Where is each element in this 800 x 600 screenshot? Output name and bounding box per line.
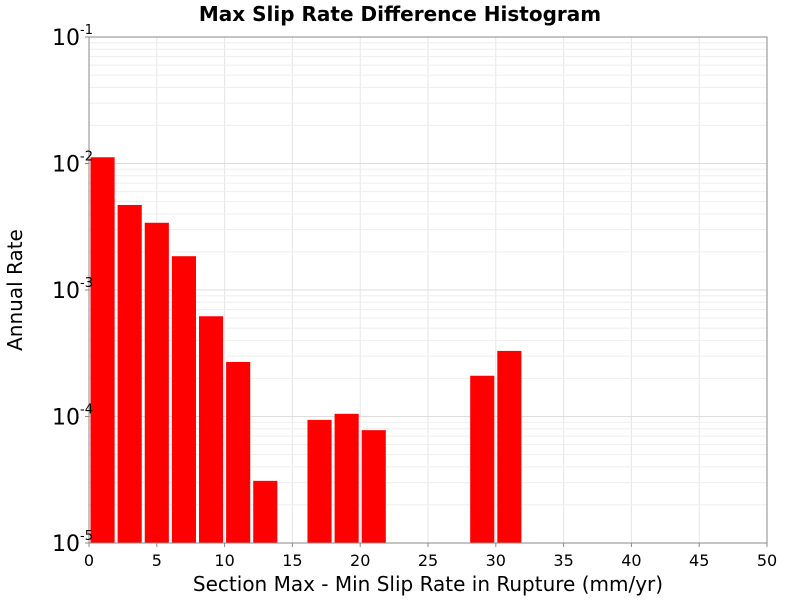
x-tick-label: 40 (621, 551, 641, 570)
bar-bin-21 (361, 430, 386, 543)
bar-bin-19 (334, 413, 359, 543)
x-tick-label: 5 (152, 551, 162, 570)
y-tick-label: 10-4 (52, 403, 93, 431)
bar-bin-11 (226, 361, 251, 543)
bar-bin-17 (307, 419, 332, 543)
bar-bin-31 (497, 350, 522, 543)
bar-bin-5 (144, 222, 169, 543)
bar-bin-9 (198, 316, 224, 543)
y-axis-label: Annual Rate (3, 229, 27, 351)
x-tick-label: 20 (350, 551, 370, 570)
chart-title: Max Slip Rate Difference Histogram (199, 2, 601, 26)
x-axis-ticks: 0 5 10 15 20 25 30 35 40 45 50 (84, 543, 777, 570)
x-axis-label: Section Max - Min Slip Rate in Rupture (… (193, 572, 663, 596)
bar-bin-7 (171, 256, 196, 543)
y-tick-label: 10-5 (52, 529, 93, 557)
y-tick-label: 10-2 (52, 150, 93, 178)
bar-bin-1 (90, 157, 115, 543)
x-tick-label: 0 (84, 551, 94, 570)
x-tick-label: 15 (282, 551, 302, 570)
y-axis-ticks: 10-5 10-4 10-3 10-2 10-1 (52, 23, 93, 557)
y-tick-label: 10-1 (52, 23, 93, 51)
bars (90, 157, 522, 543)
bar-bin-3 (117, 204, 142, 543)
y-tick-label: 10-3 (52, 276, 93, 304)
x-tick-label: 45 (689, 551, 709, 570)
x-tick-label: 50 (757, 551, 777, 570)
bar-bin-29 (470, 375, 495, 543)
bar-bin-13 (253, 480, 278, 543)
x-tick-label: 10 (214, 551, 234, 570)
x-tick-label: 25 (418, 551, 438, 570)
x-tick-label: 30 (486, 551, 506, 570)
x-tick-label: 35 (553, 551, 573, 570)
